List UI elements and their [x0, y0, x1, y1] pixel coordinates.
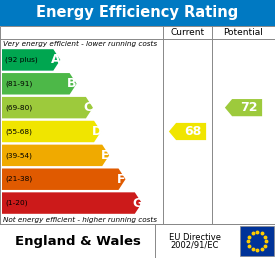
- Text: (1-20): (1-20): [5, 200, 28, 206]
- Polygon shape: [2, 168, 125, 190]
- Text: 2002/91/EC: 2002/91/EC: [171, 240, 219, 249]
- Bar: [0, 26, 275, 224]
- Polygon shape: [2, 97, 93, 118]
- Text: A: A: [51, 53, 60, 66]
- Bar: [240, 226, 274, 256]
- Text: (39-54): (39-54): [5, 152, 32, 159]
- Text: Not energy efficient - higher running costs: Not energy efficient - higher running co…: [3, 217, 157, 223]
- Text: D: D: [91, 125, 102, 138]
- Bar: [0, 0, 275, 26]
- Text: C: C: [84, 101, 93, 114]
- Text: (81-91): (81-91): [5, 80, 32, 87]
- Polygon shape: [169, 123, 206, 140]
- Text: Potential: Potential: [224, 28, 263, 37]
- Text: G: G: [132, 197, 142, 209]
- Polygon shape: [2, 121, 101, 142]
- Text: 72: 72: [240, 101, 258, 114]
- Text: (69-80): (69-80): [5, 104, 32, 111]
- Text: Current: Current: [170, 28, 205, 37]
- Text: (21-38): (21-38): [5, 176, 32, 182]
- Polygon shape: [2, 192, 142, 214]
- Text: Energy Efficiency Rating: Energy Efficiency Rating: [36, 5, 239, 20]
- Text: (55-68): (55-68): [5, 128, 32, 135]
- Text: 68: 68: [185, 125, 202, 138]
- Text: B: B: [67, 77, 77, 90]
- Text: (92 plus): (92 plus): [5, 57, 38, 63]
- Text: Very energy efficient - lower running costs: Very energy efficient - lower running co…: [3, 41, 157, 47]
- Polygon shape: [2, 49, 60, 71]
- Text: E: E: [100, 149, 109, 162]
- Text: England & Wales: England & Wales: [15, 235, 141, 247]
- Text: F: F: [117, 173, 125, 186]
- Polygon shape: [2, 73, 77, 94]
- Polygon shape: [225, 99, 262, 116]
- Polygon shape: [2, 145, 109, 166]
- Text: EU Directive: EU Directive: [169, 232, 221, 241]
